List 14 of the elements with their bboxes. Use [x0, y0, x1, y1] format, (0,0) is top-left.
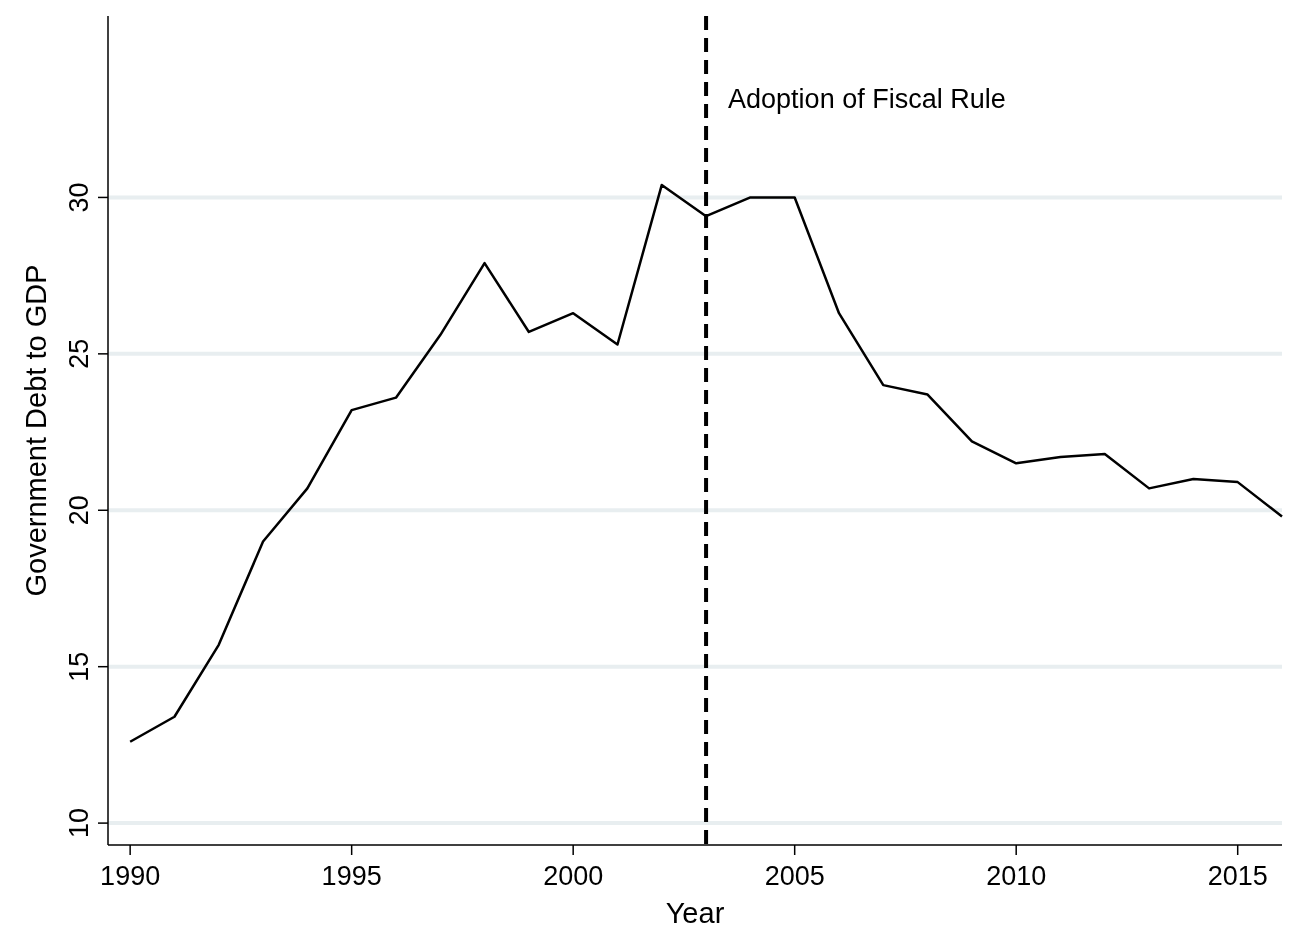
x-tick-label: 2010	[986, 861, 1047, 891]
ref-line-label: Adoption of Fiscal Rule	[728, 84, 1006, 114]
x-tick-label: 2005	[764, 861, 825, 891]
x-tick-label: 1990	[100, 861, 161, 891]
y-axis-title: Government Debt to GDP	[20, 264, 52, 597]
y-tick-label: 15	[64, 651, 94, 682]
x-tick-label: 1995	[321, 861, 382, 891]
y-tick-label: 10	[64, 808, 94, 839]
x-axis-title: Year	[665, 897, 725, 929]
x-tick-label: 2000	[543, 861, 604, 891]
y-tick-label: 20	[64, 495, 94, 526]
y-tick-label: 25	[64, 338, 94, 369]
x-tick-label: 2015	[1207, 861, 1268, 891]
y-tick-label: 30	[64, 182, 94, 213]
